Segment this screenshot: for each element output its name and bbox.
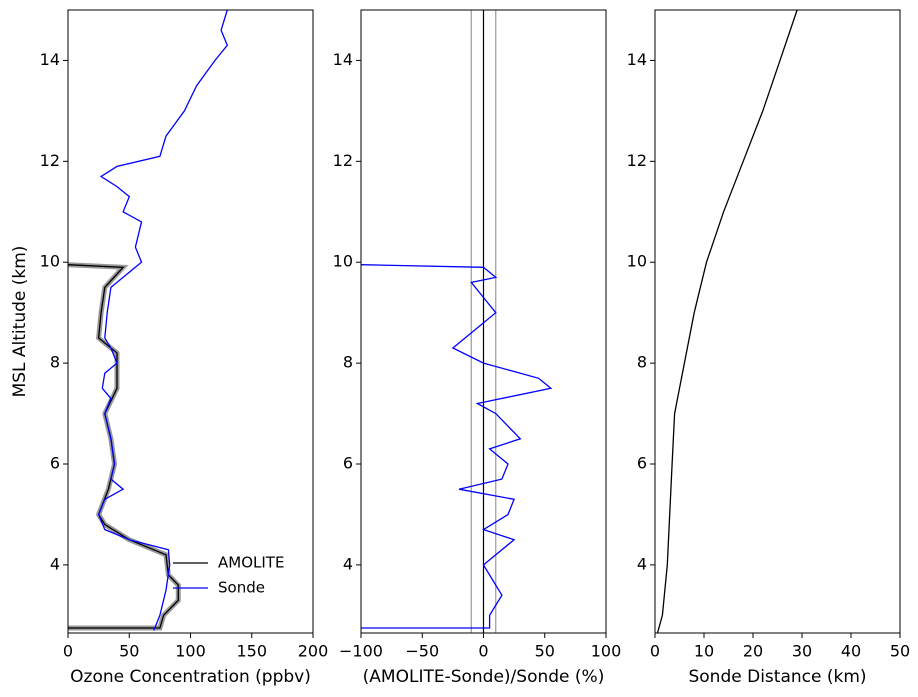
- y-tick-label: 10: [333, 252, 353, 271]
- y-tick-label: 12: [627, 151, 647, 170]
- y-tick-label: 4: [637, 554, 647, 573]
- x-tick-label: 50: [890, 642, 910, 661]
- x-tick-label: 0: [650, 642, 660, 661]
- series-line: [97, 9, 229, 631]
- y-tick-label: 8: [343, 353, 353, 372]
- y-tick-label: 10: [627, 252, 647, 271]
- x-axis-label: (AMOLITE-Sonde)/Sonde (%): [363, 667, 605, 687]
- y-tick-label: 8: [50, 353, 60, 372]
- x-tick-label: 50: [119, 642, 139, 661]
- series-line: [67, 264, 179, 629]
- x-tick-label: 20: [743, 642, 763, 661]
- x-tick-label: 40: [841, 642, 861, 661]
- plot-frame: [654, 9, 901, 634]
- x-tick-label: 30: [792, 642, 812, 661]
- x-tick-label: −100: [339, 642, 383, 661]
- legend-label: AMOLITE: [218, 554, 284, 572]
- x-tick-label: 10: [694, 642, 714, 661]
- y-tick-label: 14: [627, 50, 647, 69]
- y-tick-label: 8: [637, 353, 647, 372]
- x-axis-label: Ozone Concentration (ppbv): [70, 667, 311, 687]
- x-tick-label: 100: [175, 642, 206, 661]
- y-tick-label: 4: [343, 554, 353, 573]
- x-tick-label: 50: [535, 642, 555, 661]
- y-axis-label: MSL Altitude (km): [10, 246, 30, 398]
- x-tick-label: 100: [591, 642, 622, 661]
- y-tick-label: 6: [637, 454, 647, 473]
- y-tick-label: 14: [40, 50, 60, 69]
- x-axis-label: Sonde Distance (km): [688, 667, 866, 687]
- plot-frame: [67, 9, 314, 634]
- legend-label: Sonde: [218, 579, 265, 597]
- x-tick-label: 200: [298, 642, 329, 661]
- y-tick-label: 6: [343, 454, 353, 473]
- x-tick-label: 0: [63, 642, 73, 661]
- y-tick-label: 10: [40, 252, 60, 271]
- y-tick-label: 12: [40, 151, 60, 170]
- series-line: [360, 264, 553, 629]
- y-tick-label: 4: [50, 554, 60, 573]
- x-tick-label: 0: [478, 642, 488, 661]
- plot-frame: [360, 9, 607, 634]
- x-tick-label: 150: [236, 642, 267, 661]
- uncertainty-band: [67, 262, 181, 631]
- y-tick-label: 6: [50, 454, 60, 473]
- y-tick-label: 14: [333, 50, 353, 69]
- series-line: [656, 9, 798, 634]
- x-tick-label: −50: [405, 642, 439, 661]
- y-tick-label: 12: [333, 151, 353, 170]
